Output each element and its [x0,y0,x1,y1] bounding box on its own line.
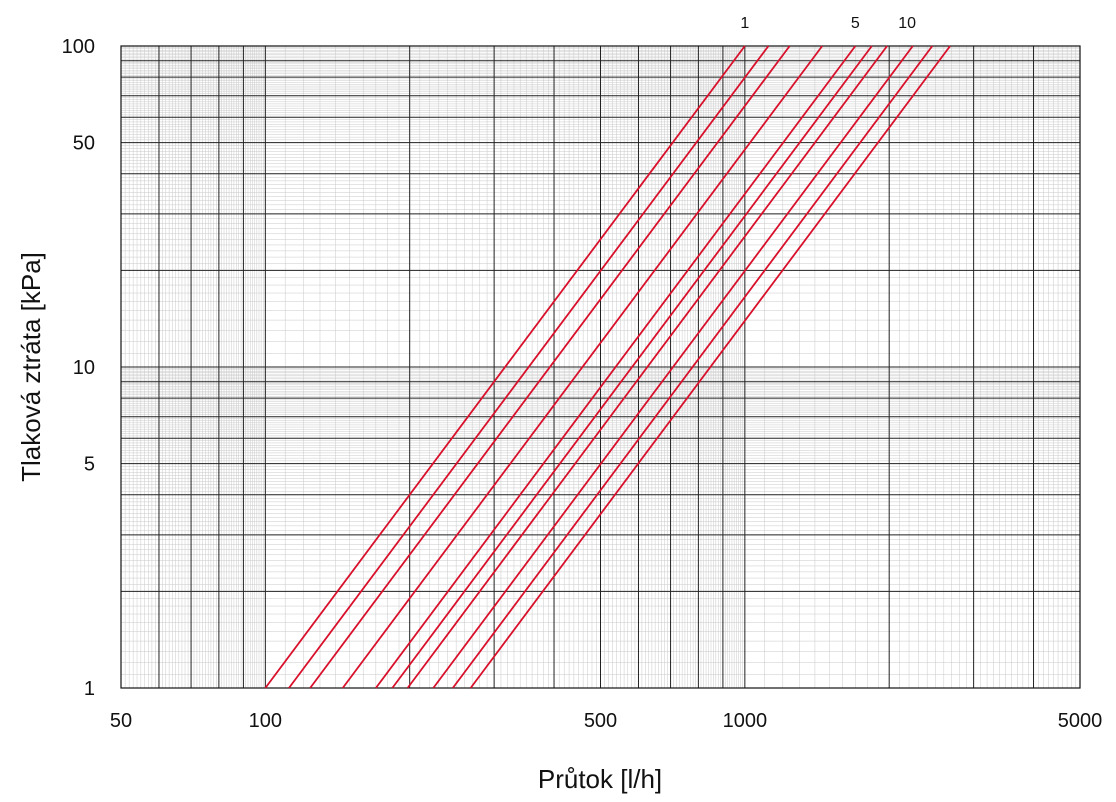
y-tick-label: 5 [84,454,95,476]
y-axis-title: Tlaková ztráta [kPa] [16,252,46,482]
x-tick-label: 1000 [723,710,768,732]
series-line-4 [341,45,823,689]
series-line-7 [406,45,888,689]
curve-label: 10 [898,15,916,32]
x-tick-label: 5000 [1058,710,1103,732]
series-line-8 [432,45,914,689]
tick-labels: 50 100 500 1000 5000 1 5 10 50 100 [62,36,1103,732]
y-tick-label: 100 [62,36,95,58]
y-tick-label: 50 [73,133,95,155]
curve-label: 1 [740,15,749,32]
x-tick-label: 500 [584,710,617,732]
series-line-10 [469,45,951,689]
y-tick-label: 1 [84,678,95,700]
series-layer [264,45,951,689]
curve-labels: 1 5 10 [740,15,916,32]
series-line-3 [309,45,791,689]
x-tick-label: 50 [110,710,132,732]
major-grid [120,45,1081,689]
series-line-5 [375,45,857,689]
plot-frame [120,45,1081,689]
series-line-2 [288,45,770,689]
y-tick-label: 10 [73,357,95,379]
curve-label: 5 [851,15,860,32]
x-axis-title: Průtok [l/h] [538,764,662,794]
series-line-6 [391,45,873,689]
series-line-1 [264,45,746,689]
x-tick-label: 100 [249,710,282,732]
series-line-9 [452,45,934,689]
